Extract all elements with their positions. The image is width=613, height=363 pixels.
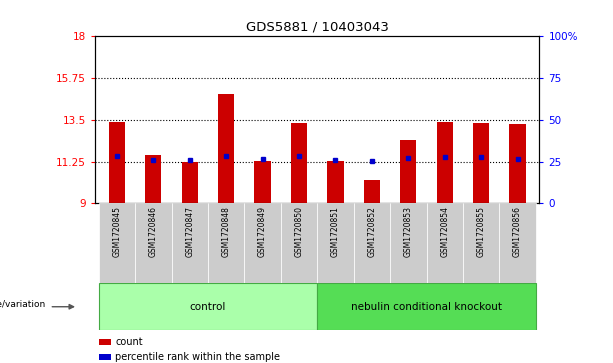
Bar (509, 123, 526, 203)
Bar (181, 163, 198, 203)
Text: GSM1720856: GSM1720856 (513, 206, 522, 257)
Bar (245, 203, 281, 283)
Text: GSM1720848: GSM1720848 (222, 206, 230, 257)
Bar (473, 123, 489, 203)
Bar (281, 203, 318, 283)
Bar (135, 203, 172, 283)
Text: GSM1720846: GSM1720846 (149, 206, 158, 257)
Bar (99, 203, 135, 283)
Bar (364, 180, 380, 203)
Bar (218, 94, 234, 203)
Bar (318, 283, 536, 330)
Text: percentile rank within the sample: percentile rank within the sample (115, 352, 280, 362)
Text: GSM1720853: GSM1720853 (404, 206, 413, 257)
Bar (463, 203, 500, 283)
Bar (390, 203, 427, 283)
Text: GSM1720850: GSM1720850 (294, 206, 303, 257)
Text: GSM1720847: GSM1720847 (185, 206, 194, 257)
Text: genotype/variation: genotype/variation (0, 300, 45, 309)
Text: nebulin conditional knockout: nebulin conditional knockout (351, 302, 502, 312)
Bar (208, 203, 245, 283)
Bar (99, 354, 110, 360)
Bar (327, 160, 344, 203)
Bar (427, 203, 463, 283)
Text: count: count (115, 337, 143, 347)
Bar (145, 155, 161, 203)
Text: GSM1720849: GSM1720849 (258, 206, 267, 257)
Title: GDS5881 / 10403043: GDS5881 / 10403043 (246, 21, 389, 34)
Bar (291, 123, 307, 203)
Bar (318, 203, 354, 283)
Bar (99, 283, 318, 330)
Bar (436, 122, 453, 203)
Bar (354, 203, 390, 283)
Text: GSM1720854: GSM1720854 (440, 206, 449, 257)
Text: GSM1720851: GSM1720851 (331, 206, 340, 257)
Text: GSM1720855: GSM1720855 (477, 206, 485, 257)
Bar (254, 160, 271, 203)
Bar (400, 140, 416, 203)
Bar (172, 203, 208, 283)
Text: GSM1720845: GSM1720845 (112, 206, 121, 257)
Text: GSM1720852: GSM1720852 (367, 206, 376, 257)
Text: control: control (190, 302, 226, 312)
Bar (500, 203, 536, 283)
Bar (99, 339, 110, 345)
Bar (109, 122, 125, 203)
